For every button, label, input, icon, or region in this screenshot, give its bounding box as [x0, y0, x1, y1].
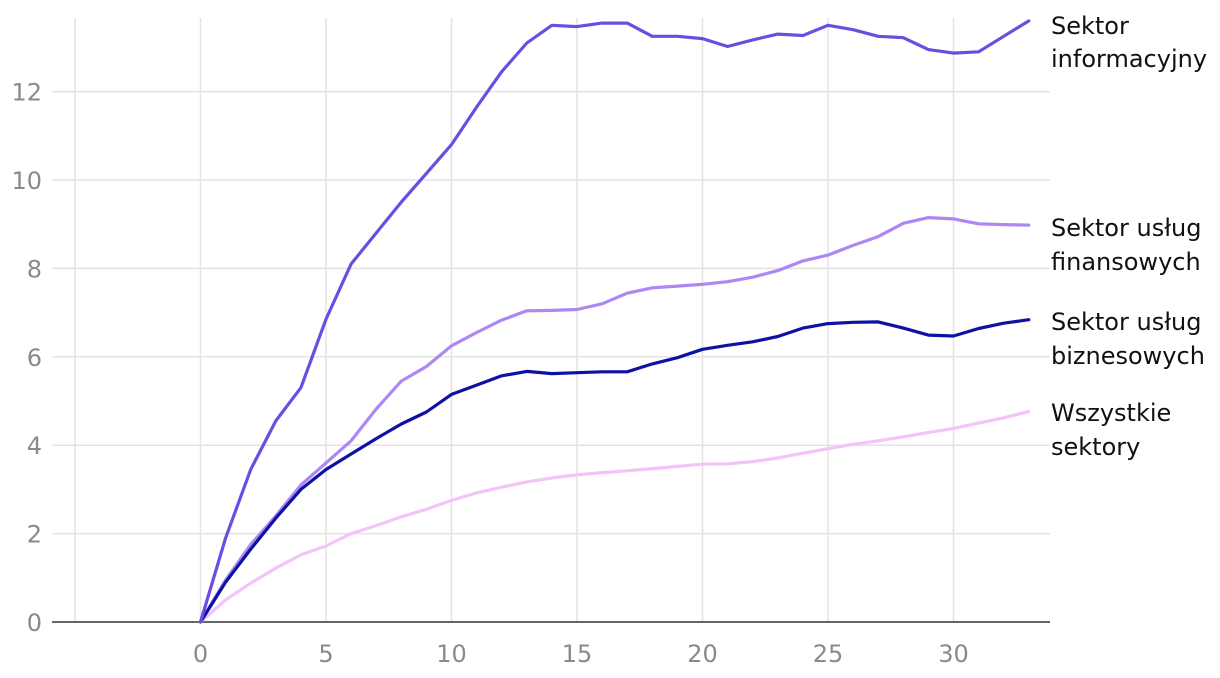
series-line-1: [198, 216, 1031, 624]
grid: [52, 18, 1050, 622]
series-line-0: [198, 19, 1031, 624]
series-lines: [198, 19, 1031, 624]
y-tick-label: 12: [11, 79, 42, 107]
axes: 0 5 10 15 20 25 30 0 2 4 6 8 10 12: [11, 79, 1050, 668]
y-tick-label: 6: [27, 344, 42, 372]
x-tick-label: 0: [193, 640, 208, 668]
x-tick-label: 5: [318, 640, 333, 668]
x-tick-label: 30: [938, 640, 969, 668]
x-tick-label: 20: [687, 640, 718, 668]
series-label-0-line-1: informacyjny: [1051, 45, 1207, 73]
y-tick-label: 2: [27, 521, 42, 549]
y-tick-label: 10: [11, 167, 42, 195]
series-label-2-line-0: Sektor usług: [1051, 308, 1201, 336]
series-label-0-line-0: Sektor: [1051, 12, 1129, 40]
series-label-3-line-1: sektory: [1051, 433, 1140, 461]
series-label-1-line-0: Sektor usług: [1051, 214, 1201, 242]
y-tick-label: 8: [27, 255, 42, 283]
y-tick-label: 0: [27, 609, 42, 637]
x-tick-label: 15: [562, 640, 593, 668]
x-tick-label: 25: [813, 640, 844, 668]
series-line-2: [198, 318, 1031, 624]
series-label-1-line-1: finansowych: [1051, 248, 1201, 276]
series-label-2-line-1: biznesowych: [1051, 342, 1205, 370]
x-tick-label: 10: [436, 640, 467, 668]
series-line-3: [198, 410, 1031, 624]
series-label-3-line-0: Wszystkie: [1051, 399, 1171, 427]
series-labels: Sektor informacyjny Sektor usług finansowyc…: [1051, 12, 1207, 461]
y-tick-label: 4: [27, 432, 42, 460]
